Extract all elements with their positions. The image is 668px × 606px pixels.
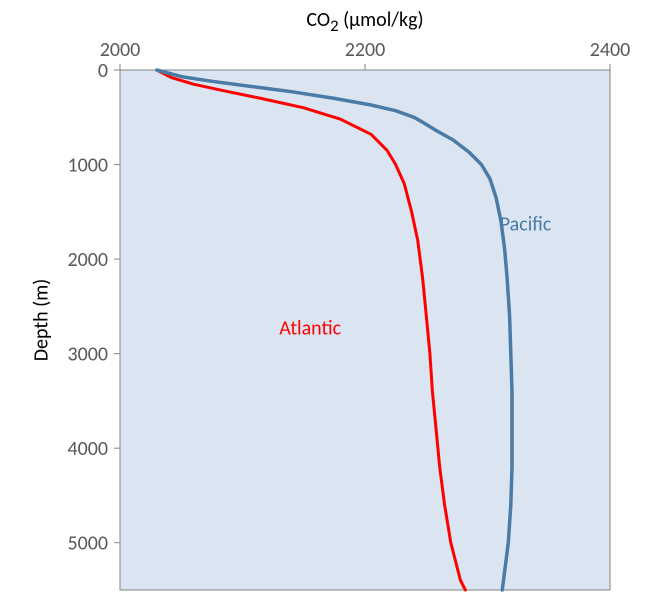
y-tick-label: 5000	[67, 532, 108, 556]
y-tick-label: 4000	[67, 437, 108, 461]
y-axis-title: Depth (m)	[29, 279, 53, 362]
x-tick-label: 2400	[590, 38, 631, 62]
y-tick-label: 0	[98, 59, 108, 83]
y-tick-label: 3000	[67, 343, 108, 367]
series-label-atlantic: Atlantic	[279, 317, 341, 341]
x-title-sub: 2	[330, 16, 338, 36]
y-tick-label: 1000	[67, 154, 108, 178]
plot-background	[120, 70, 610, 590]
y-title-text: Depth (m)	[29, 279, 53, 362]
chart-svg: 200022002400010002000300040005000Atlanti…	[0, 0, 668, 606]
x-title-suffix: (µmol/kg)	[339, 8, 424, 32]
series-label-pacific: Pacific	[500, 213, 552, 237]
co2-depth-chart: CO2 (µmol/kg) Depth (m) 2000220024000100…	[0, 0, 668, 606]
x-tick-label: 2200	[345, 38, 386, 62]
x-axis-title: CO2 (µmol/kg)	[120, 8, 610, 36]
x-title-prefix: CO	[306, 8, 330, 32]
y-tick-label: 2000	[67, 248, 108, 272]
